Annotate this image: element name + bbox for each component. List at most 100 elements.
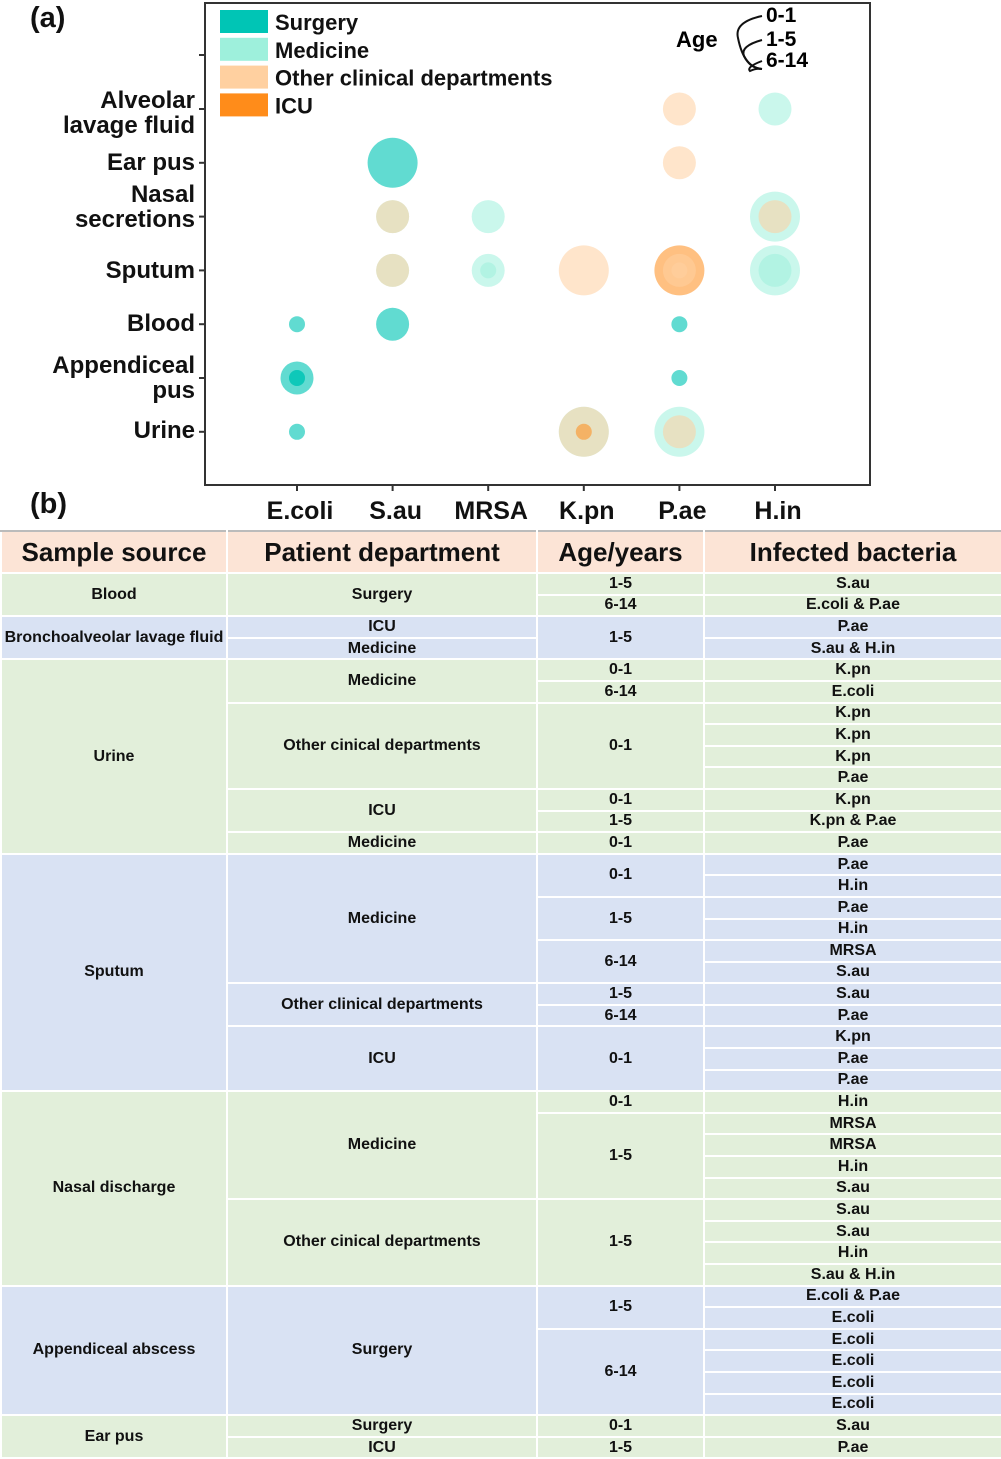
table-row: Ear pus Surgery 0-1 S.au (0, 1414, 1001, 1459)
department-cell: Other cinical departments (226, 701, 538, 790)
bacteria-cell: P.ae (703, 831, 1001, 855)
table-row: E.coli (1, 1370, 1001, 1395)
legend-swatch (220, 65, 268, 89)
table-row: P.ae (1, 766, 1001, 790)
bacteria-cell: MRSA (703, 1111, 1001, 1136)
bacteria-cell: K.pn (703, 744, 1001, 769)
bacteria-cell: K.pn (703, 658, 1001, 682)
table-row: S.au & H.in (1, 1263, 1001, 1287)
bacteria-cell: P.ae (703, 615, 1001, 639)
bacteria-cell: S.au (703, 1219, 1001, 1244)
bubble-point (662, 415, 696, 449)
bubble-point (376, 307, 410, 341)
bacteria-cell: E.coli (703, 679, 1001, 704)
bacteria-cell: P.ae (703, 1047, 1001, 1071)
legend-label: Surgery (275, 10, 359, 35)
y-tick-label: Sputum (105, 257, 195, 284)
bacteria-cell: S.au (703, 1198, 1001, 1222)
age-cell: 6-14 (536, 939, 705, 985)
legend-label: ICU (275, 93, 313, 118)
age-legend-label: 1-5 (766, 28, 797, 51)
bacteria-cell: P.ae (703, 895, 1001, 920)
bacteria-cell: K.pn & P.ae (703, 809, 1001, 834)
age-cell: 1-5 (536, 1111, 705, 1201)
department-cell: Surgery (226, 1284, 538, 1417)
age-cell: 6-14 (536, 593, 705, 618)
table-row: 1-5 P.ae (1, 895, 1001, 942)
bacteria-cell: P.ae (703, 1435, 1001, 1459)
legend-swatch (220, 37, 268, 61)
bubble-point (671, 316, 688, 333)
department-cell: ICU (226, 1025, 538, 1093)
bubble-point (376, 253, 410, 287)
age-cell: 0-1 (536, 1025, 705, 1093)
bubble-point (480, 262, 497, 279)
age-cell: 0-1 (536, 1090, 705, 1114)
bubble-point (662, 146, 696, 180)
bacteria-cell: S.au & H.in (703, 1263, 1001, 1287)
sample-source-cell: Appendiceal abscess (0, 1284, 228, 1417)
table-row: Medicine S.au & H.in (1, 636, 1001, 661)
department-cell: Medicine (226, 658, 538, 704)
bacteria-cell: K.pn (703, 787, 1001, 812)
bubble-point (289, 316, 305, 333)
bacteria-cell: S.au & H.in (703, 636, 1001, 661)
legend-swatch (220, 10, 268, 33)
legend-label: Medicine (275, 38, 369, 63)
age-legend-arc (736, 15, 763, 70)
age-cell: 6-14 (536, 1327, 705, 1417)
bubble-point (758, 200, 792, 234)
age-cell: 0-1 (536, 852, 705, 898)
panel-label-a: (a) (30, 2, 66, 34)
x-tick-label: K.pn (559, 497, 615, 525)
department-cell: Other cinical departments (226, 1198, 538, 1287)
table-row: Nasal discharge Medicine 0-1 H.in (0, 1090, 1001, 1287)
x-tick-label: E.coli (266, 497, 334, 525)
table-row: E.coli (1, 1306, 1001, 1330)
bacteria-cell: E.coli (703, 1306, 1001, 1330)
bubble-chart: Surgery Medicine Other clinical department… (0, 0, 1001, 530)
age-cell: 1-5 (536, 1435, 705, 1459)
bubble-point (671, 370, 688, 386)
age-legend-arc (742, 39, 763, 70)
table-row: K.pn (1, 744, 1001, 769)
table-row: S.au (1, 1176, 1001, 1201)
age-cell: 1-5 (536, 1198, 705, 1287)
bacteria-cell: MRSA (703, 939, 1001, 963)
table-row: Urine Medicine 0-1 K.pn (0, 658, 1001, 855)
age-cell: 0-1 (536, 701, 705, 790)
department-cell: ICU (226, 615, 538, 639)
age-cell: 0-1 (536, 658, 705, 682)
table-row: S.au (1, 960, 1001, 985)
bacteria-cell: K.pn (703, 723, 1001, 747)
bacteria-cell: H.in (703, 917, 1001, 942)
y-tick-label: Ear pus (106, 149, 195, 176)
age-legend-arc (748, 60, 763, 73)
table-row: Bronchoalveolar lavage fluid ICU 1-5 P.ae (0, 615, 1001, 661)
y-tick-label: Alveolar lavage fluid (62, 87, 195, 139)
bubble-point (367, 137, 418, 188)
department-cell: Medicine (226, 852, 538, 985)
table-row: Other cinical departments 1-5 S.au (1, 1198, 1001, 1287)
table-row: Other cinical departments 0-1 K.pn (1, 701, 1001, 790)
header-patient-department: Patient department (226, 530, 538, 574)
x-tick-label: H.in (754, 497, 802, 525)
x-tick-label: MRSA (454, 497, 528, 525)
bubble-point (758, 92, 792, 126)
table-row: 6-14 E.coli (1, 1327, 1001, 1417)
bacteria-cell: P.ae (703, 1003, 1001, 1028)
age-cell: 1-5 (536, 572, 705, 596)
y-tick-label: Nasal secretions (74, 181, 195, 233)
bacteria-cell: MRSA (703, 1133, 1001, 1158)
bacteria-cell: E.coli (703, 1349, 1001, 1373)
x-tick-label: P.ae (658, 497, 707, 525)
bacteria-cell: H.in (703, 1090, 1001, 1114)
bacteria-cell: P.ae (703, 852, 1001, 877)
bacteria-cell: P.ae (703, 1068, 1001, 1093)
department-cell: Medicine (226, 1090, 538, 1201)
age-cell: 1-5 (536, 895, 705, 942)
y-tick-label: Appendiceal pus (52, 352, 195, 404)
department-cell: ICU (226, 1435, 538, 1459)
age-cell: 0-1 (536, 1414, 705, 1438)
table-row: Sputum Medicine 0-1 P.ae (0, 852, 1001, 1093)
